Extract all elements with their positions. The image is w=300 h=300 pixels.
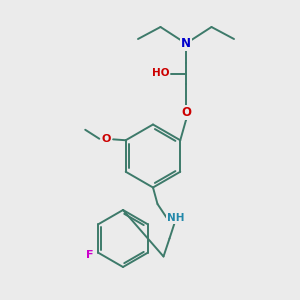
- Text: O: O: [101, 134, 111, 144]
- Text: HO: HO: [152, 68, 169, 79]
- Text: O: O: [181, 106, 191, 119]
- Text: NH: NH: [167, 213, 184, 223]
- Text: F: F: [86, 250, 94, 260]
- Text: N: N: [181, 37, 191, 50]
